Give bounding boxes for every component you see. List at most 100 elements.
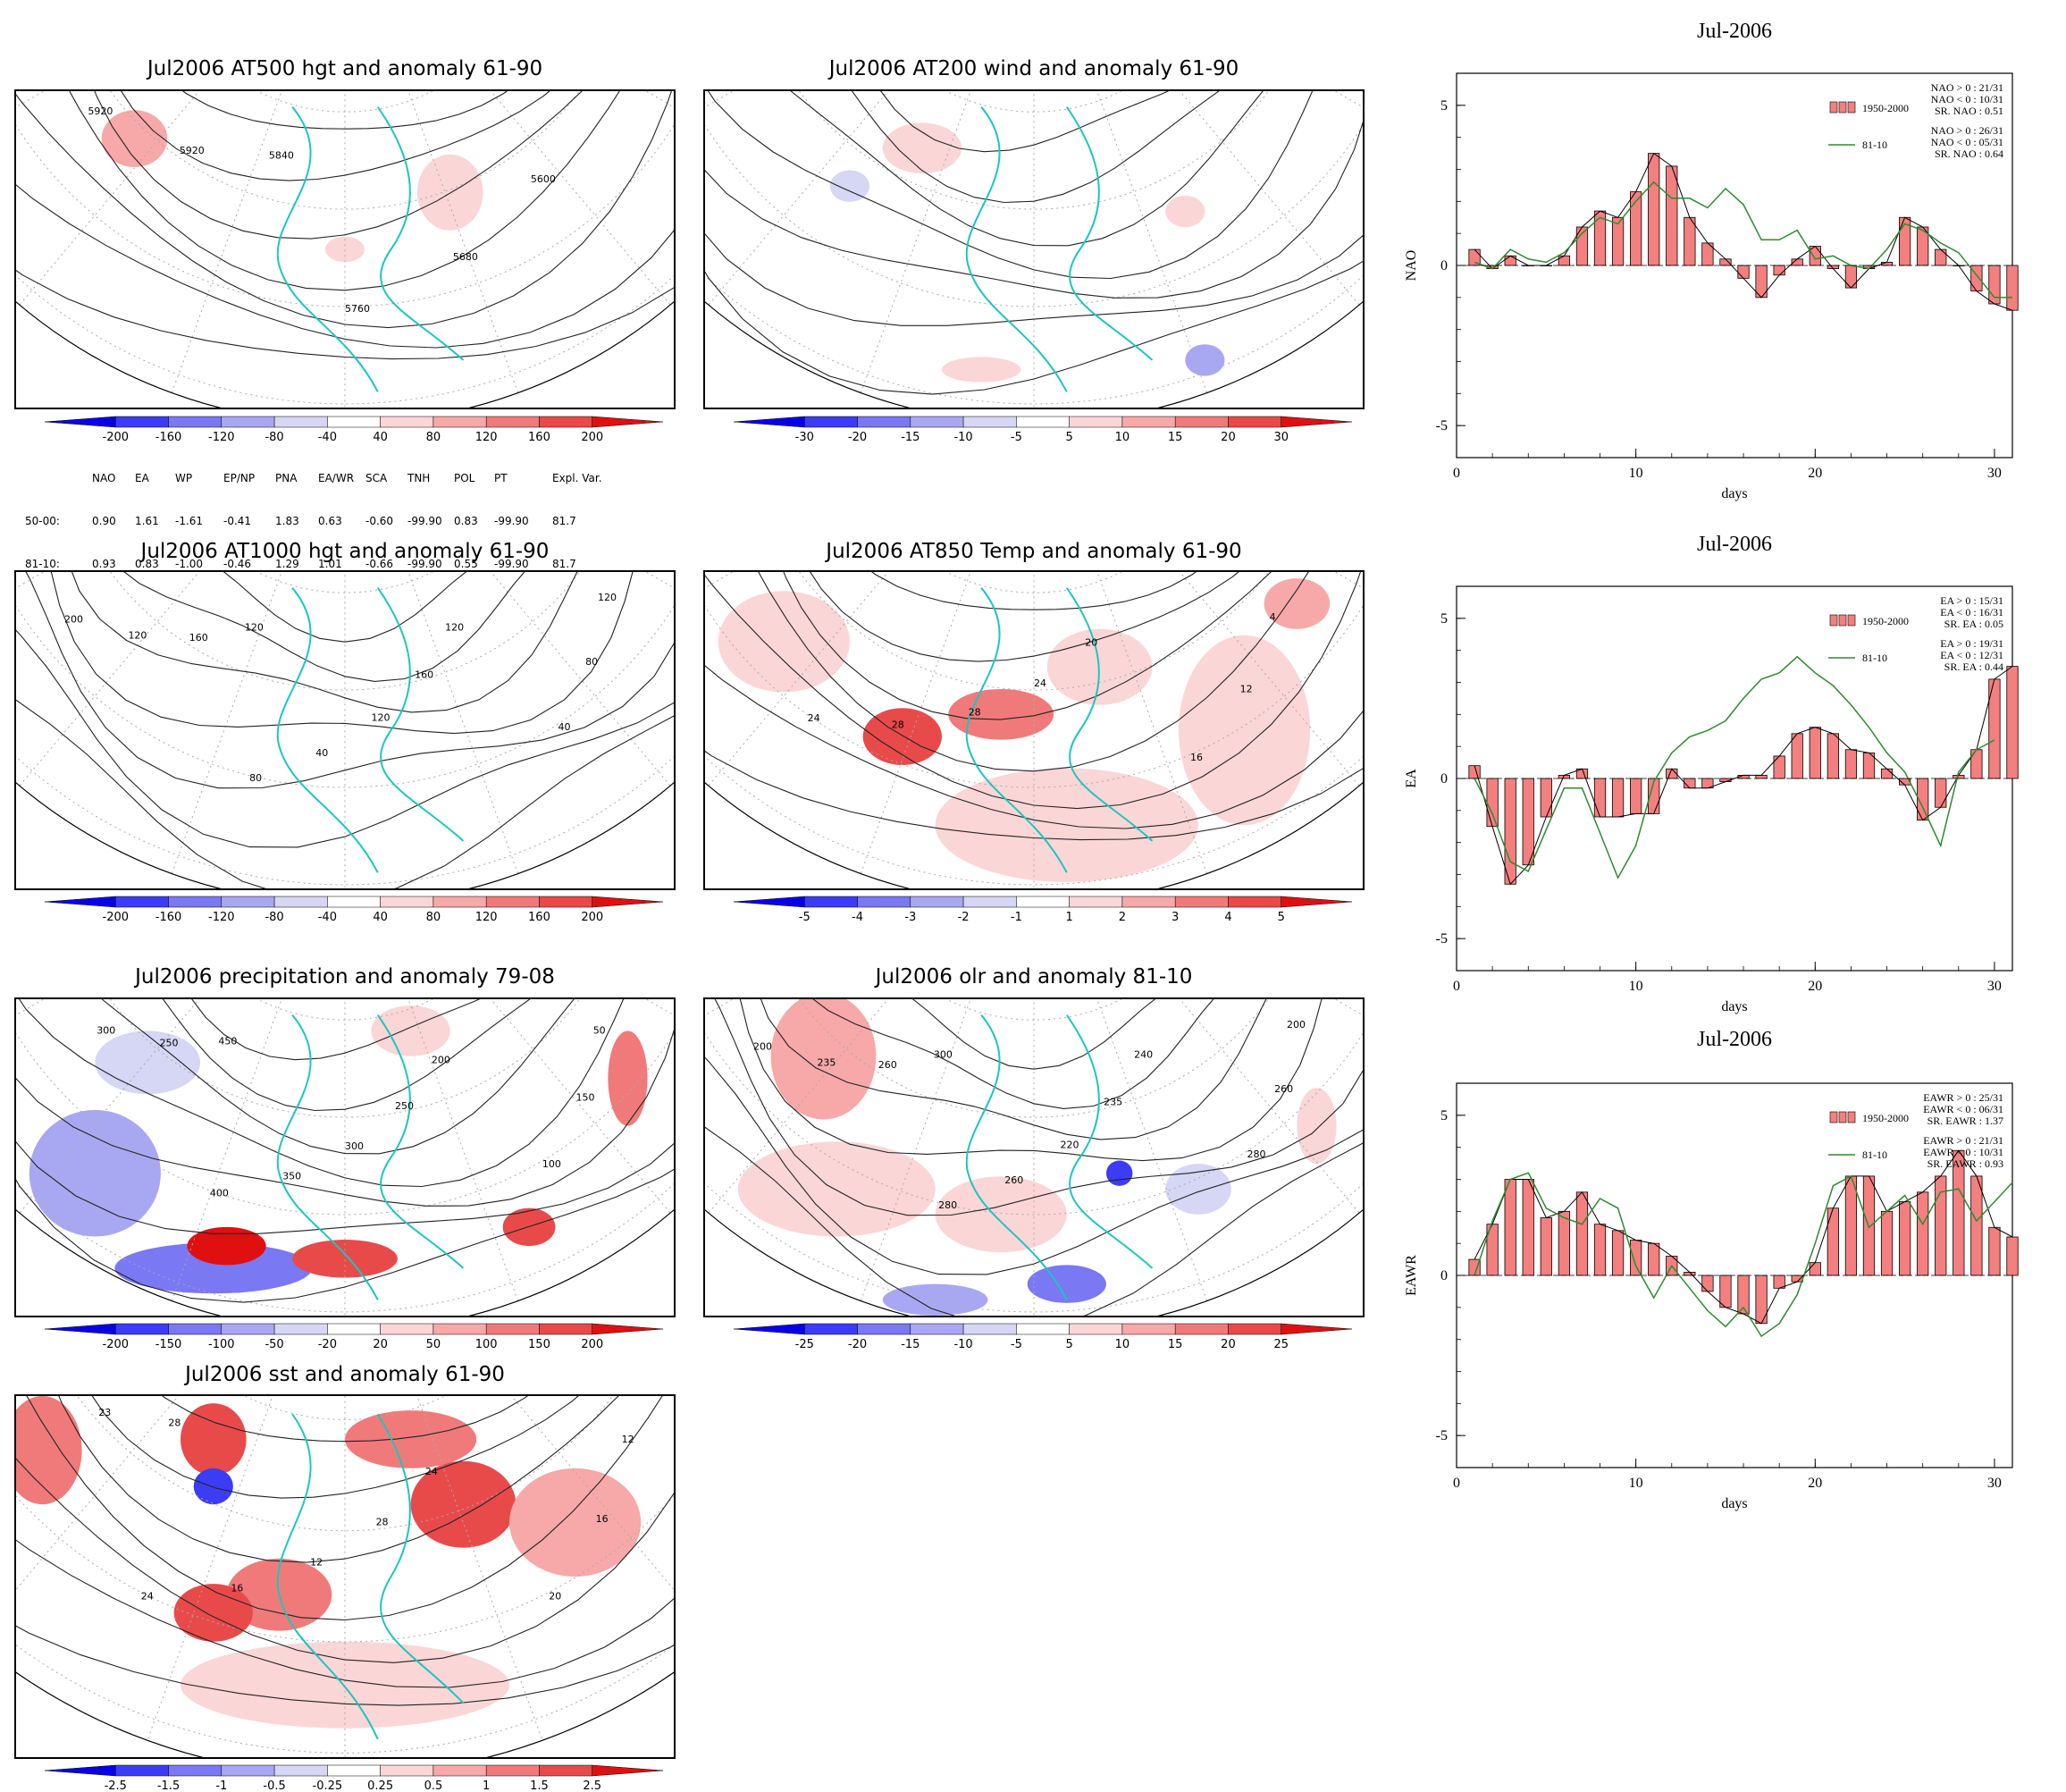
- contour-line: [705, 91, 1363, 326]
- x-tick-label: 10: [1629, 1476, 1643, 1491]
- colorbar-swatch: [910, 1323, 964, 1335]
- legend-label-series2: 81-10: [1862, 652, 1887, 664]
- bar-1950-2000: [1773, 1275, 1785, 1289]
- y-tick-label: 5: [1440, 98, 1448, 114]
- graticule-meridian: [344, 572, 674, 652]
- bar-1950-2000: [1630, 778, 1642, 814]
- contour-label: 40: [558, 721, 570, 733]
- stats-cell: -0.46: [223, 558, 252, 570]
- contour-label: 4: [1270, 611, 1276, 623]
- legend-label-series1: 1950-2000: [1862, 1112, 1909, 1124]
- bar-1950-2000: [1844, 1175, 1858, 1276]
- colorbar-label: -200: [103, 431, 130, 444]
- anomaly-shade: [882, 1283, 988, 1316]
- coastline: [276, 106, 465, 392]
- bar-1950-2000: [2006, 666, 2019, 779]
- colorbar-swatch: [733, 896, 805, 908]
- legend-bar-swatch: [1829, 1111, 1838, 1123]
- colorbar-swatch: [804, 896, 858, 908]
- map-panel-olr: 200 260 280 240 235 220 260 280 300 260 235 200: [703, 997, 1365, 1317]
- colorbar-label: -40: [318, 431, 337, 444]
- colorbar-swatch: [44, 1323, 116, 1335]
- colorbar-swatch: [273, 1764, 328, 1777]
- colorbar-swatch: [44, 896, 116, 908]
- colorbar-swatch: [485, 896, 540, 908]
- contour-label: 350: [282, 1170, 301, 1182]
- contour-line: [107, 572, 583, 643]
- coastline: [276, 1014, 465, 1300]
- colorbar-swatch: [592, 416, 664, 428]
- graticule-meridian: [344, 999, 519, 1301]
- colorbar-swatch: [962, 896, 1017, 908]
- colorbar-swatch: [857, 1323, 911, 1335]
- legend-bar-swatch: [1829, 614, 1838, 627]
- legend-stat-text: SR. NAO : 0.64: [1935, 147, 2003, 160]
- stats-cell: -99.90: [407, 515, 442, 527]
- graticule-meridian: [1033, 572, 1208, 874]
- bar-1950-2000: [1701, 1275, 1714, 1292]
- colorbar-label: 2: [1119, 911, 1126, 924]
- colorbar-label: -50: [265, 1338, 283, 1351]
- colorbar-sst: -2.5 -1.5 -1 -0.5 -0.25 0.25 0.5 1 1.5 2.5: [44, 1764, 664, 1792]
- bar-1950-2000: [1558, 255, 1571, 266]
- contour-label: 200: [432, 1054, 450, 1065]
- legend-stat-text: SR. EAWR : 1.37: [1927, 1115, 2003, 1127]
- colorbar-swatch: [592, 1764, 664, 1777]
- colorbar-swatch: [115, 1764, 169, 1777]
- map-panel-precip: 50 150 100 200 250 300 350 400 450 250 300: [14, 997, 676, 1317]
- bar-1950-2000: [1522, 1179, 1534, 1276]
- anomaly-shade: [770, 999, 877, 1120]
- stats-cell: 0.90: [92, 515, 116, 527]
- map-title-at500: Jul2006 AT500 hgt and anomaly 61-90: [147, 57, 543, 80]
- contour-line: [705, 572, 1363, 772]
- graticule-latitude: [122, 1396, 568, 1420]
- legend-stat-text: NAO > 0 : 26/31: [1931, 124, 2003, 137]
- stats-cell: 0.55: [454, 558, 478, 570]
- bar-1950-2000: [1880, 1210, 1894, 1276]
- colorbar-label: 40: [373, 911, 388, 924]
- graticule-meridian: [708, 999, 1035, 1214]
- contour-label: 80: [249, 772, 262, 784]
- teleconnection-stats-table: NAO EA WP EP/NP PNA EA/WR SCA TNH POL PT Expl. Var…: [25, 447, 602, 588]
- bar-1950-2000: [1611, 1230, 1625, 1276]
- colorbar-label: -200: [103, 911, 130, 924]
- anomaly-shade: [371, 1005, 450, 1056]
- bar-1950-2000: [1648, 153, 1660, 266]
- colorbar-swatch: [221, 416, 275, 428]
- colorbar-swatch: [1174, 416, 1229, 428]
- stats-cell: 0.83: [135, 558, 159, 570]
- graticule-latitude: [705, 91, 1363, 307]
- graticule-latitude: [705, 999, 1363, 1216]
- anomaly-shade: [292, 1240, 398, 1278]
- colorbar-swatch: [168, 1764, 223, 1777]
- colorbar-swatch: [327, 896, 381, 908]
- bar-1950-2000: [1773, 755, 1785, 779]
- anomaly-shade: [95, 1031, 201, 1095]
- colorbar-swatch: [592, 896, 664, 908]
- contour-line: [705, 572, 1363, 841]
- colorbar-swatch: [1121, 896, 1176, 908]
- graticule-meridian: [171, 999, 346, 1301]
- graticule-meridian: [1033, 999, 1363, 1079]
- legend-stat-text: EAWR < 0 : 06/31: [1923, 1103, 2003, 1115]
- anomaly-shade: [1105, 1160, 1133, 1186]
- x-axis-label: days: [1721, 999, 1747, 1014]
- colorbar-swatch: [1016, 1323, 1070, 1335]
- series-line-81-10: [1474, 655, 1995, 879]
- legend-label-series2: 81-10: [1862, 1148, 1887, 1161]
- contour-label: 5840: [269, 149, 294, 161]
- anomaly-shade: [882, 122, 962, 174]
- legend-bar-swatch: [1847, 101, 1856, 114]
- bar-1950-2000: [1540, 1217, 1552, 1276]
- contour-label: 5600: [531, 173, 556, 185]
- anomaly-shade: [948, 688, 1054, 740]
- contour-line: [768, 999, 1320, 1109]
- anomaly-shade: [187, 1226, 266, 1266]
- contour-label: 160: [189, 632, 208, 644]
- contour-line: [116, 999, 580, 1061]
- stats-header-cell: EA: [135, 472, 149, 484]
- contour-label: 120: [245, 621, 264, 633]
- contour-label: 450: [218, 1036, 237, 1047]
- colorbar-label: -5: [1011, 1338, 1022, 1351]
